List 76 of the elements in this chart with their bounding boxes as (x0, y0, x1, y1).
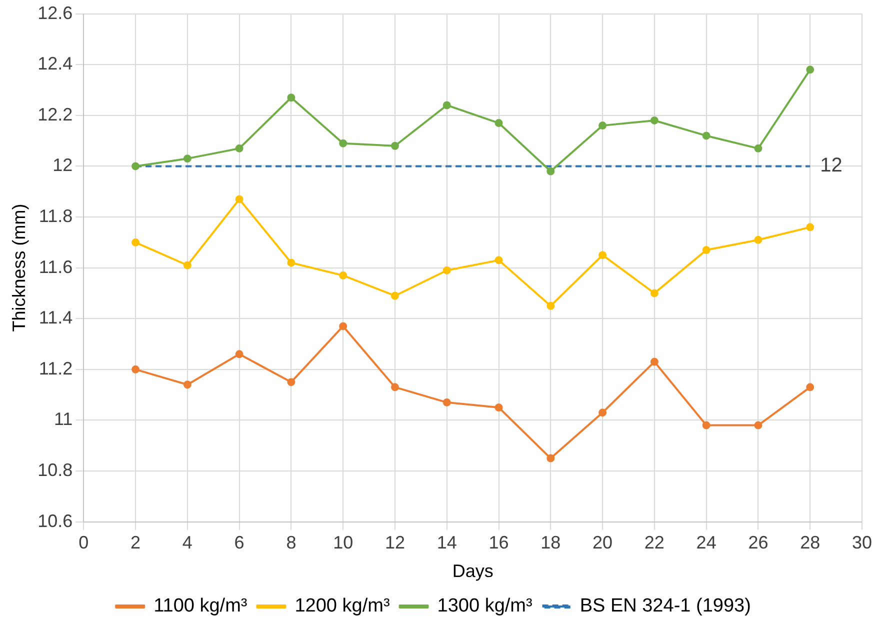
point (650, 358, 658, 366)
point (132, 365, 140, 374)
x-tick-label: 28 (800, 532, 820, 553)
y-tick-label: 12.6 (38, 2, 73, 23)
point (442, 266, 451, 274)
x-tick-label: 4 (182, 532, 192, 553)
point (442, 398, 451, 406)
point (183, 380, 192, 389)
point (650, 116, 658, 124)
point (339, 139, 348, 148)
x-tick-label: 26 (748, 532, 768, 553)
y-axis-title: Thickness (mm) (8, 204, 29, 332)
x-tick-label: 8 (286, 532, 296, 553)
x-tick-label: 16 (488, 532, 509, 553)
x-tick-label: 14 (436, 532, 457, 553)
y-tick-label: 12.2 (38, 104, 73, 124)
point (702, 246, 710, 254)
x-tick-label: 24 (696, 532, 716, 553)
point (598, 408, 607, 417)
x-tick-label: 30 (852, 532, 872, 553)
point (183, 261, 192, 270)
point (339, 322, 348, 330)
point (806, 66, 814, 74)
point (546, 167, 555, 176)
point (546, 454, 555, 462)
y-tick-label: 11 (54, 409, 73, 430)
point (235, 195, 244, 204)
point (702, 421, 710, 430)
point (650, 289, 658, 298)
y-tick-label: 12 (52, 155, 73, 176)
legend-label: 1100 kg/m³ (154, 596, 248, 617)
point (442, 101, 451, 110)
x-tick-label: 18 (540, 532, 561, 553)
point (546, 302, 555, 310)
point (235, 144, 244, 152)
y-tick-label: 10.8 (38, 460, 73, 480)
point (754, 421, 762, 430)
point (132, 238, 140, 246)
point (754, 144, 762, 152)
x-tick-label: 2 (130, 532, 141, 553)
x-tick-label: 22 (644, 532, 664, 553)
point (754, 236, 762, 244)
point (132, 162, 140, 170)
point (494, 404, 503, 412)
point (806, 223, 814, 232)
point (183, 154, 192, 163)
y-tick-label: 11.4 (38, 308, 73, 328)
point (390, 383, 399, 392)
point (494, 119, 503, 128)
legend-label: BS EN 324-1 (1993) (580, 596, 751, 617)
legend-label: 1300 kg/m³ (437, 596, 532, 617)
y-tick-label: 11.8 (38, 206, 73, 226)
y-tick-label: 12.4 (38, 54, 73, 74)
point (702, 132, 710, 140)
y-tick-label: 10.6 (38, 510, 73, 531)
point (598, 122, 607, 130)
x-tick-label: 6 (234, 532, 244, 553)
x-tick-label: 10 (333, 532, 354, 553)
point (390, 292, 399, 300)
y-tick-label: 11.2 (38, 358, 73, 378)
y-tick-label: 11.6 (38, 256, 73, 277)
x-axis-title: Days (452, 561, 494, 582)
x-tick-label: 12 (384, 532, 405, 553)
point (287, 94, 296, 102)
point (287, 258, 296, 267)
point (494, 256, 503, 264)
point (598, 251, 607, 260)
point (235, 350, 244, 358)
x-tick-label: 20 (592, 532, 613, 553)
x-tick-label: 0 (78, 532, 89, 553)
data-label: 12 (820, 154, 842, 177)
point (339, 271, 348, 280)
point (287, 378, 296, 386)
point (390, 142, 399, 150)
legend-label: 1200 kg/m³ (294, 596, 390, 617)
point (806, 383, 814, 392)
